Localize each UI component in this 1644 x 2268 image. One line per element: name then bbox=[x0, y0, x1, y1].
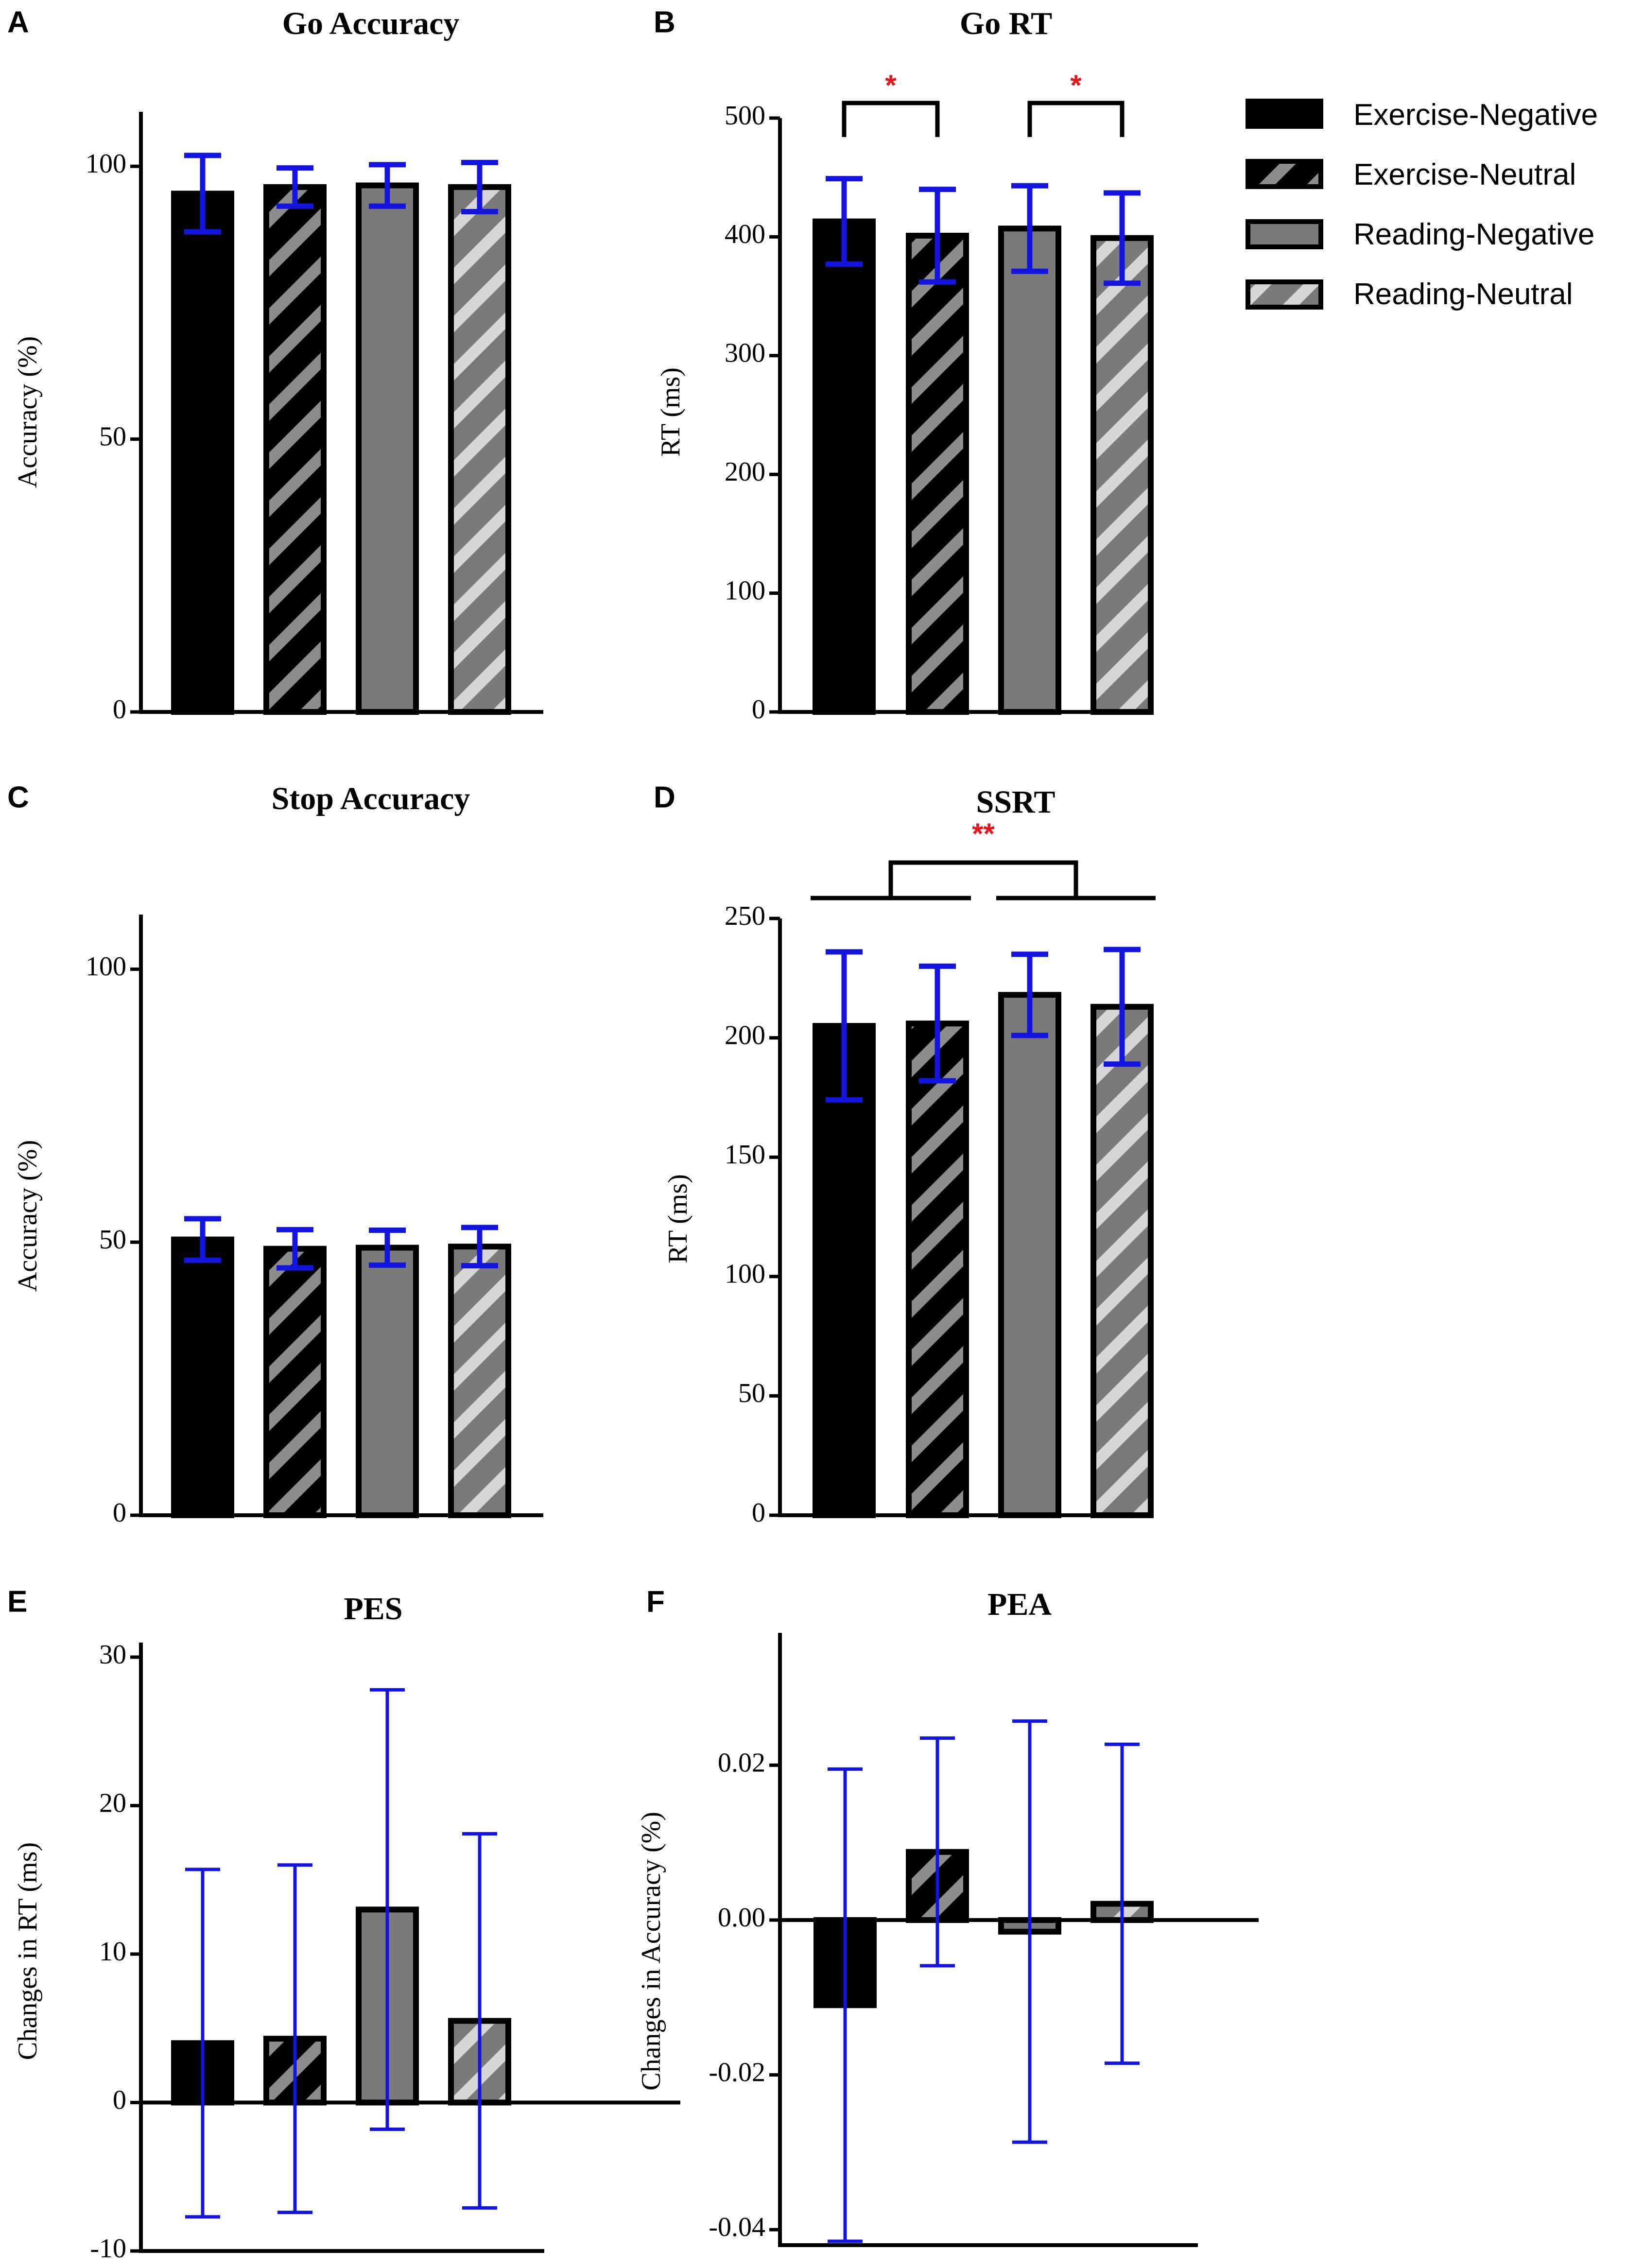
legend-label-exercise-neutral: Exercise-Neutral bbox=[1353, 158, 1576, 191]
legend-label-exercise-negative: Exercise-Negative bbox=[1353, 98, 1598, 132]
legend-label-reading-negative: Reading-Negative bbox=[1353, 218, 1594, 251]
y-tick-label: 50 bbox=[99, 1225, 126, 1255]
y-axis-label: Accuracy (%) bbox=[13, 336, 43, 488]
panel-pes: E PES Changes in RT (ms) -10 0 10 20 30 bbox=[7, 1585, 680, 2264]
significance-label: * bbox=[1070, 69, 1082, 102]
bar-exercise-negative bbox=[171, 1236, 234, 1519]
panel-go-accuracy: A Go Accuracy Accuracy (%) 0 50 100 bbox=[7, 5, 543, 725]
panel-go-rt: B Go RT RT (ms) 0 100 200 300 400 500 * * bbox=[654, 5, 1154, 725]
panel-label: F bbox=[646, 1585, 665, 1618]
y-tick-label: 200 bbox=[725, 1020, 765, 1050]
legend-item-exercise-neutral: Exercise-Neutral bbox=[1246, 158, 1576, 191]
chart-title: SSRT bbox=[976, 784, 1056, 820]
y-tick-label: 0 bbox=[752, 1498, 765, 1528]
legend-item-exercise-negative: Exercise-Negative bbox=[1246, 98, 1598, 132]
y-tick-label: 0 bbox=[113, 694, 126, 725]
legend-swatch-exercise-neutral bbox=[1246, 159, 1323, 189]
y-tick-label: 10 bbox=[99, 1937, 126, 1967]
chart-title: Go Accuracy bbox=[282, 6, 460, 41]
panel-ssrt: D SSRT RT (ms) 0 50 100 150 200 250 ** bbox=[654, 780, 1156, 1528]
significance-bracket bbox=[888, 860, 1078, 898]
bar-reading-negative bbox=[998, 992, 1061, 1518]
y-tick-label: 200 bbox=[725, 457, 765, 487]
legend: Exercise-Negative Exercise-Neutral Readi… bbox=[1246, 98, 1598, 311]
y-tick-label: 300 bbox=[725, 338, 765, 368]
legend-swatch-reading-neutral bbox=[1246, 279, 1323, 310]
y-tick-label: -0.02 bbox=[709, 2057, 765, 2087]
significance-bracket bbox=[842, 101, 940, 137]
bar-reading-neutral bbox=[1090, 235, 1154, 715]
bar-reading-neutral bbox=[448, 1244, 511, 1518]
legend-label-reading-neutral: Reading-Neutral bbox=[1353, 277, 1573, 311]
y-tick-label: 250 bbox=[725, 901, 765, 931]
y-tick-label: 150 bbox=[725, 1140, 765, 1170]
legend-item-reading-neutral: Reading-Neutral bbox=[1246, 277, 1573, 311]
y-tick-label: 0 bbox=[752, 694, 765, 725]
panel-pea: F PEA Changes in Accuracy (%) -0.04 -0.02 0.0… bbox=[636, 1585, 1259, 2247]
panel-label: A bbox=[7, 5, 29, 39]
y-tick-label: 0.00 bbox=[718, 1903, 765, 1933]
panel-stop-accuracy: C Stop Accuracy Accuracy (%) 0 50 100 bbox=[7, 780, 543, 1528]
legend-swatch-exercise-negative bbox=[1246, 99, 1323, 129]
y-tick-label: 20 bbox=[99, 1788, 126, 1818]
y-tick-label: 50 bbox=[738, 1378, 765, 1408]
bar-reading-negative bbox=[356, 182, 419, 715]
y-axis-label: RT (ms) bbox=[656, 367, 686, 457]
bar-reading-negative bbox=[356, 1245, 419, 1519]
bar-exercise-neutral bbox=[906, 232, 969, 715]
bar-exercise-neutral bbox=[263, 1246, 327, 1519]
y-tick-label: 0 bbox=[113, 1498, 126, 1528]
y-tick-label: 50 bbox=[99, 421, 126, 451]
bar-reading-neutral bbox=[448, 184, 511, 715]
chart-title: PES bbox=[344, 1591, 402, 1627]
chart-title: PEA bbox=[987, 1587, 1052, 1622]
bar-exercise-negative bbox=[171, 190, 234, 715]
y-tick-label: 30 bbox=[99, 1640, 126, 1670]
panel-label: B bbox=[654, 5, 675, 39]
y-tick-label: 0.02 bbox=[718, 1748, 765, 1778]
bar-reading-negative bbox=[998, 225, 1061, 715]
chart-title: Go RT bbox=[960, 6, 1052, 41]
y-tick-label: 100 bbox=[725, 575, 765, 606]
significance-label: ** bbox=[972, 817, 995, 850]
panel-label: E bbox=[7, 1585, 27, 1618]
bar-reading-neutral bbox=[1090, 1004, 1154, 1518]
panel-label: D bbox=[654, 780, 675, 814]
y-tick-label: 0 bbox=[113, 2085, 126, 2115]
bar-exercise-negative bbox=[813, 218, 876, 715]
y-tick-label: 100 bbox=[725, 1259, 765, 1289]
y-axis-label: Changes in Accuracy (%) bbox=[636, 1812, 666, 2091]
significance-bracket bbox=[1027, 101, 1125, 137]
bar-exercise-neutral bbox=[906, 1021, 969, 1518]
panel-label: C bbox=[7, 780, 29, 814]
y-tick-label: -0.04 bbox=[709, 2212, 765, 2242]
y-tick-label: -10 bbox=[90, 2233, 126, 2264]
y-tick-label: 100 bbox=[86, 149, 126, 179]
y-tick-label: 400 bbox=[725, 219, 765, 249]
legend-item-reading-negative: Reading-Negative bbox=[1246, 218, 1594, 251]
y-tick-label: 500 bbox=[725, 101, 765, 131]
y-axis-label: Changes in RT (ms) bbox=[13, 1842, 43, 2060]
y-axis-label: Accuracy (%) bbox=[13, 1140, 43, 1292]
bar-exercise-neutral bbox=[263, 184, 327, 715]
legend-swatch-reading-negative bbox=[1246, 219, 1323, 249]
chart-title: Stop Accuracy bbox=[272, 781, 470, 816]
y-axis-label: RT (ms) bbox=[663, 1174, 693, 1264]
significance-label: * bbox=[885, 69, 897, 102]
y-tick-label: 100 bbox=[86, 952, 126, 982]
